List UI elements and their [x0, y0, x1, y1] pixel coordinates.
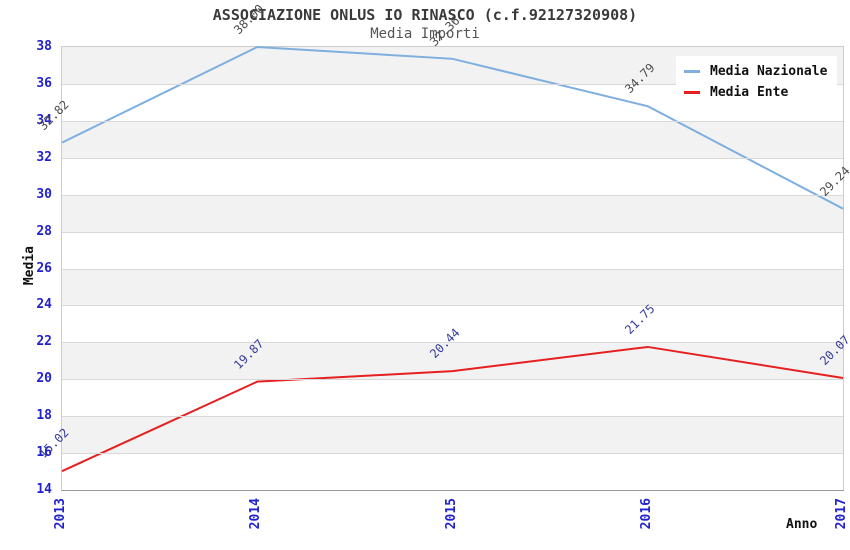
x-axis-label: Anno [786, 517, 818, 532]
y-tick-label: 16 [36, 445, 52, 461]
gridline [62, 120, 843, 122]
y-tick-label: 20 [36, 371, 52, 387]
y-tick-label: 34 [36, 112, 52, 128]
y-tick-label: 28 [36, 223, 52, 239]
y-tick-label: 18 [36, 408, 52, 424]
plot-band [62, 268, 843, 306]
x-tick-label: 2015 [443, 498, 459, 530]
legend-line-marker [684, 91, 700, 94]
gridline [62, 194, 843, 196]
legend-label: Media Ente [710, 85, 789, 100]
gridline [62, 453, 843, 455]
legend-label: Media Nazionale [710, 64, 828, 79]
x-tick-label: 2016 [638, 498, 654, 530]
x-tick-label: 2013 [53, 498, 68, 530]
y-tick-label: 26 [36, 260, 52, 276]
gridline [62, 342, 843, 344]
gridline [62, 305, 843, 307]
legend-item: Media Ente [684, 82, 827, 103]
chart-title: ASSOCIAZIONE ONLUS IO RINASCO (c.f.92127… [212, 6, 638, 24]
plot-area [61, 45, 844, 491]
y-tick-label: 24 [36, 297, 52, 313]
gridline [62, 231, 843, 233]
gridline [62, 416, 843, 418]
plot-band [62, 416, 843, 454]
legend-item: Media Nazionale [684, 61, 827, 82]
series-line-media-nazionale [61, 45, 844, 210]
plot-band [62, 194, 843, 232]
plot-band [62, 342, 843, 380]
series-lines [61, 45, 844, 473]
legend: Media Nazionale Media Ente [676, 56, 838, 108]
y-tick-label: 38 [36, 39, 52, 54]
gridline [62, 268, 843, 270]
series-line-media-ente [61, 345, 844, 473]
chart-subtitle: Media Importi [370, 26, 480, 42]
y-tick-label: 30 [36, 186, 52, 202]
x-tick-label: 2017 [834, 498, 849, 530]
y-tick-label: 36 [36, 75, 52, 91]
y-tick-label: 14 [36, 482, 52, 497]
gridline [62, 83, 843, 85]
gridline [62, 379, 843, 381]
x-tick-label: 2014 [248, 498, 264, 530]
gridline [62, 157, 843, 159]
y-tick-label: 32 [36, 149, 52, 165]
legend-line-marker [684, 70, 700, 73]
y-tick-label: 22 [36, 334, 52, 350]
